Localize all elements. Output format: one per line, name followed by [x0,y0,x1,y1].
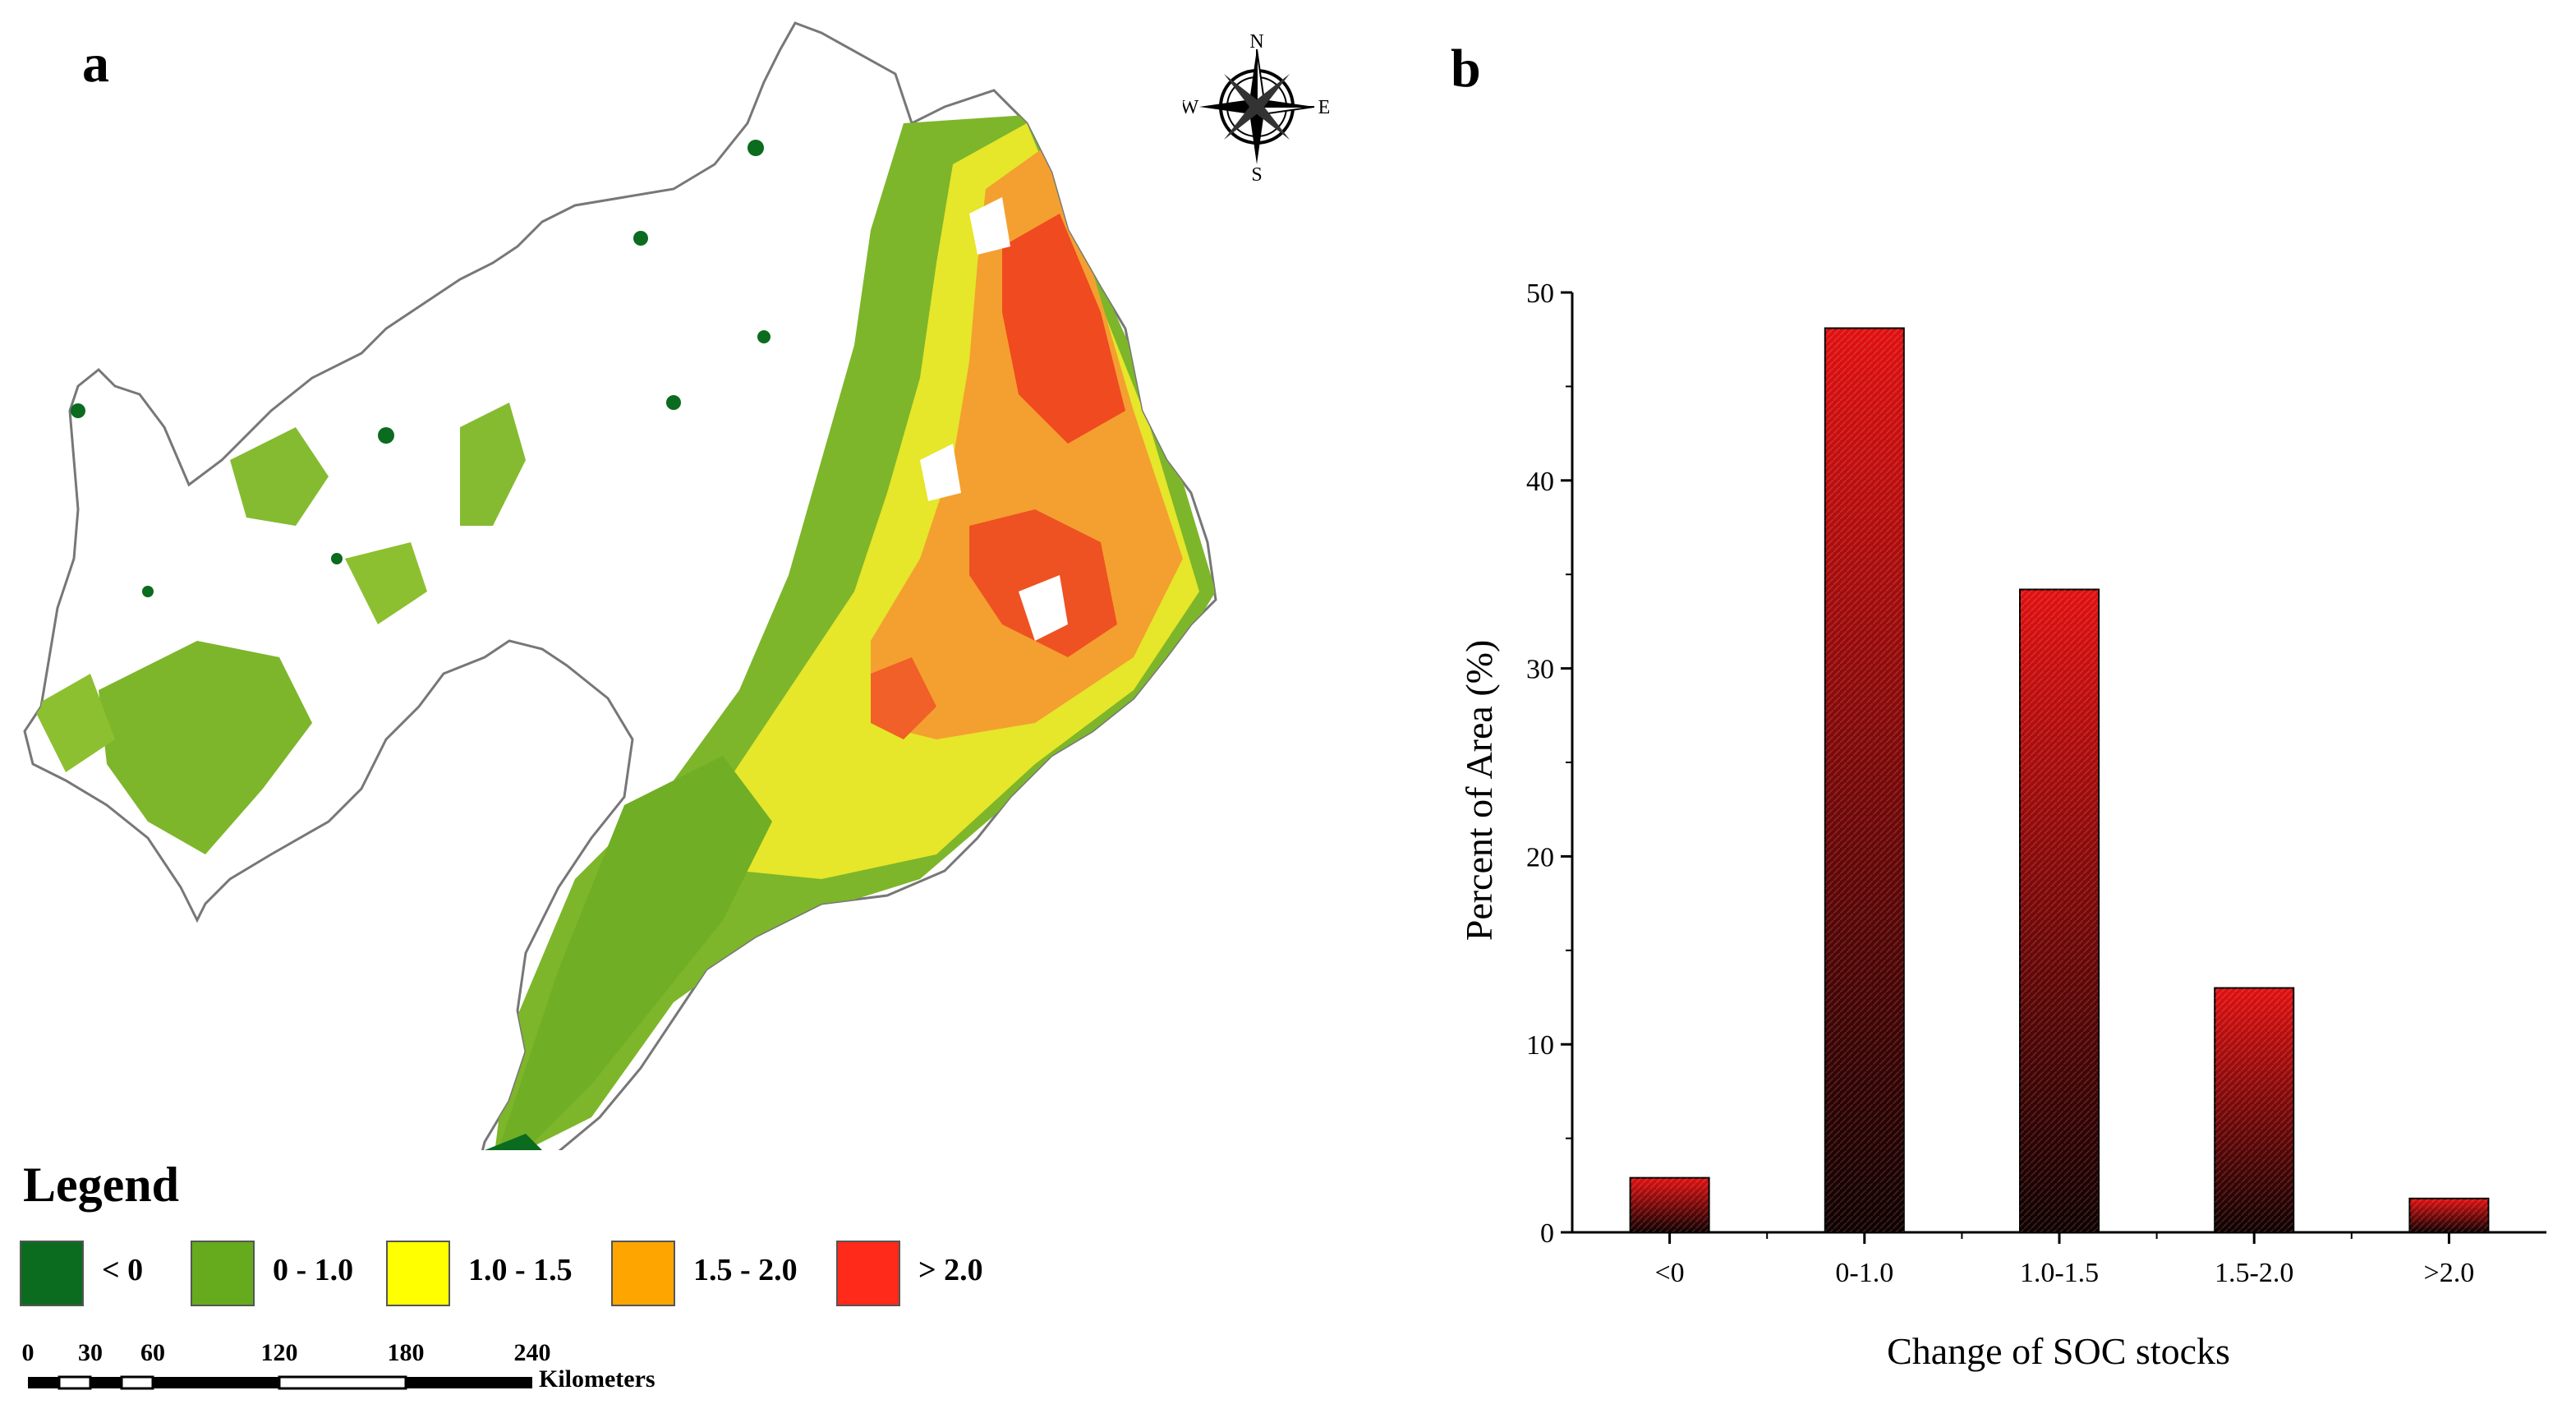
legend-swatch [611,1241,675,1306]
chart-panel: b 0 10 20 30 40 50 <0 0-1.0 1.0-1.5 1.5-2.0 >2.0 P… [1281,0,2576,1414]
soc-change-raster [33,115,1216,1150]
compass-n: N [1249,33,1263,53]
zone-west-green-5 [345,542,427,624]
y-tick-label: 50 [1526,279,1554,309]
chart-bars [1629,327,2490,1234]
bar-texture [2020,589,2099,1232]
speck-negative-peninsula [485,1134,550,1150]
clearing [1019,575,1068,641]
scale-bar [28,1375,532,1390]
bar-texture [2215,988,2294,1232]
legend-label: 0 - 1.0 [273,1253,354,1287]
panel-label-b: b [1451,39,1481,99]
speck-negative [331,553,343,564]
zone-west-green-1 [99,641,312,854]
bar-chart: 0 10 20 30 40 50 <0 0-1.0 1.0-1.5 1.5-2.0 >2.0 Per… [1458,279,2546,1372]
y-tick-label: 0 [1540,1218,1554,1249]
y-tick-label: 40 [1526,467,1554,497]
clearing [920,444,961,501]
x-tick-label: <0 [1655,1258,1685,1288]
speck-negative [757,330,770,343]
map-panel: a [0,0,1330,1414]
scale-tick: 60 [140,1339,165,1366]
panel-label-a: a [82,34,109,94]
scale-tick: 240 [513,1339,551,1366]
x-tick-label: >2.0 [2424,1258,2475,1288]
scale-tick: 0 [21,1339,34,1366]
legend-title: Legend [23,1158,180,1212]
y-tick-label: 10 [1526,1030,1554,1061]
chart-axes: 0 10 20 30 40 50 <0 0-1.0 1.0-1.5 1.5-2.0 >2.0 [1526,279,2546,1288]
scale-tick: 120 [260,1339,298,1366]
liaoning-map [23,21,1217,1150]
legend-swatch [20,1241,84,1306]
speck-negative [378,427,394,444]
speck-negative [71,403,85,418]
bar-texture [1824,328,1904,1233]
compass-rose-icon: N S E W [1183,33,1331,181]
x-tick-label: 1.0-1.5 [2020,1258,2099,1288]
y-tick-label: 20 [1526,842,1554,872]
zone-west-green-4 [33,674,115,772]
zone-west-green-3 [460,403,526,526]
speck-negative [748,140,764,156]
bar-texture [2409,1198,2489,1232]
scale-tick: 30 [78,1339,103,1366]
legend-label: 1.0 - 1.5 [468,1253,573,1287]
bar-texture [1630,1177,1709,1232]
legend-swatch [191,1241,255,1306]
compass-e: E [1318,97,1331,118]
zone-east-red-south [871,657,936,739]
scale-tick: 180 [387,1339,425,1366]
compass-w: W [1183,97,1199,118]
legend-label: 1.5 - 2.0 [693,1253,798,1287]
zone-west-green-2 [230,427,329,526]
legend-label: < 0 [102,1253,144,1287]
zone-peninsula-green [493,756,772,1150]
y-tick-label: 30 [1526,655,1554,685]
legend-swatch [386,1241,450,1306]
x-axis-title: Change of SOC stocks [1887,1330,2230,1372]
y-axis-title: Percent of Area (%) [1458,640,1500,941]
x-tick-label: 0-1.0 [1835,1258,1893,1288]
legend-swatch [836,1241,900,1306]
scale-unit: Kilometers [539,1365,656,1393]
speck-negative [142,586,154,597]
clearing [969,197,1010,255]
legend-label: > 2.0 [918,1253,983,1287]
x-tick-label: 1.5-2.0 [2215,1258,2293,1288]
speck-negative [666,395,681,410]
zone-east-red-north [1002,214,1125,444]
compass-s: S [1251,164,1262,181]
speck-negative [633,231,648,246]
